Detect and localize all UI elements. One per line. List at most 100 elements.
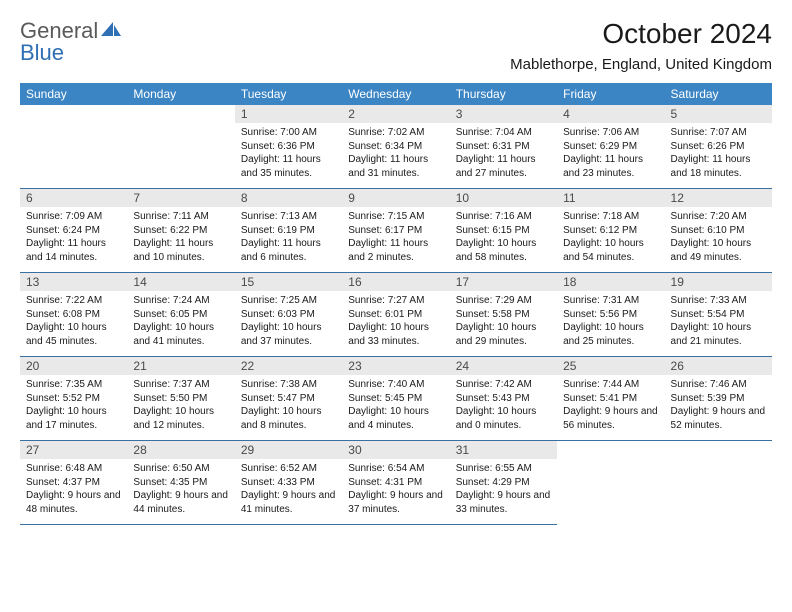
sunset-text: Sunset: 6:10 PM: [671, 224, 766, 238]
calendar-cell: 22Sunrise: 7:38 AMSunset: 5:47 PMDayligh…: [235, 357, 342, 441]
daylight-text: Daylight: 10 hours and 21 minutes.: [671, 321, 766, 348]
day-header: Monday: [127, 83, 234, 105]
day-number: 15: [235, 273, 342, 291]
daylight-text: Daylight: 10 hours and 54 minutes.: [563, 237, 658, 264]
daylight-text: Daylight: 10 hours and 29 minutes.: [456, 321, 551, 348]
day-info: Sunrise: 7:20 AMSunset: 6:10 PMDaylight:…: [665, 207, 772, 272]
day-info: Sunrise: 7:25 AMSunset: 6:03 PMDaylight:…: [235, 291, 342, 356]
month-title: October 2024: [510, 18, 772, 50]
day-info: Sunrise: 6:52 AMSunset: 4:33 PMDaylight:…: [235, 459, 342, 524]
daylight-text: Daylight: 11 hours and 10 minutes.: [133, 237, 228, 264]
daylight-text: Daylight: 10 hours and 37 minutes.: [241, 321, 336, 348]
day-info: Sunrise: 7:16 AMSunset: 6:15 PMDaylight:…: [450, 207, 557, 272]
sunrise-text: Sunrise: 7:24 AM: [133, 294, 228, 308]
calendar-cell: 3Sunrise: 7:04 AMSunset: 6:31 PMDaylight…: [450, 105, 557, 189]
calendar-cell: 29Sunrise: 6:52 AMSunset: 4:33 PMDayligh…: [235, 441, 342, 525]
sunset-text: Sunset: 6:34 PM: [348, 140, 443, 154]
day-info: Sunrise: 7:27 AMSunset: 6:01 PMDaylight:…: [342, 291, 449, 356]
sunrise-text: Sunrise: 7:16 AM: [456, 210, 551, 224]
calendar-cell: ....: [557, 441, 664, 525]
daylight-text: Daylight: 11 hours and 23 minutes.: [563, 153, 658, 180]
day-info: Sunrise: 6:48 AMSunset: 4:37 PMDaylight:…: [20, 459, 127, 524]
calendar-cell: 9Sunrise: 7:15 AMSunset: 6:17 PMDaylight…: [342, 189, 449, 273]
daylight-text: Daylight: 11 hours and 14 minutes.: [26, 237, 121, 264]
calendar-cell: 25Sunrise: 7:44 AMSunset: 5:41 PMDayligh…: [557, 357, 664, 441]
calendar-cell: 19Sunrise: 7:33 AMSunset: 5:54 PMDayligh…: [665, 273, 772, 357]
logo-sail-icon: [101, 22, 123, 38]
calendar-cell: 20Sunrise: 7:35 AMSunset: 5:52 PMDayligh…: [20, 357, 127, 441]
sunset-text: Sunset: 6:01 PM: [348, 308, 443, 322]
calendar-cell: 17Sunrise: 7:29 AMSunset: 5:58 PMDayligh…: [450, 273, 557, 357]
day-number: 1: [235, 105, 342, 123]
daylight-text: Daylight: 10 hours and 45 minutes.: [26, 321, 121, 348]
calendar-cell: 7Sunrise: 7:11 AMSunset: 6:22 PMDaylight…: [127, 189, 234, 273]
daylight-text: Daylight: 11 hours and 35 minutes.: [241, 153, 336, 180]
sunset-text: Sunset: 5:52 PM: [26, 392, 121, 406]
day-info: Sunrise: 7:40 AMSunset: 5:45 PMDaylight:…: [342, 375, 449, 440]
calendar-week: 6Sunrise: 7:09 AMSunset: 6:24 PMDaylight…: [20, 189, 772, 273]
day-number: 6: [20, 189, 127, 207]
day-number: 23: [342, 357, 449, 375]
day-header: Tuesday: [235, 83, 342, 105]
day-number: 11: [557, 189, 664, 207]
day-number: 13: [20, 273, 127, 291]
day-info: Sunrise: 7:07 AMSunset: 6:26 PMDaylight:…: [665, 123, 772, 188]
sunset-text: Sunset: 6:36 PM: [241, 140, 336, 154]
calendar-cell: 12Sunrise: 7:20 AMSunset: 6:10 PMDayligh…: [665, 189, 772, 273]
sunset-text: Sunset: 4:31 PM: [348, 476, 443, 490]
calendar-week: 13Sunrise: 7:22 AMSunset: 6:08 PMDayligh…: [20, 273, 772, 357]
daylight-text: Daylight: 9 hours and 41 minutes.: [241, 489, 336, 516]
sunset-text: Sunset: 6:29 PM: [563, 140, 658, 154]
daylight-text: Daylight: 9 hours and 33 minutes.: [456, 489, 551, 516]
daylight-text: Daylight: 10 hours and 25 minutes.: [563, 321, 658, 348]
day-number: 20: [20, 357, 127, 375]
sunset-text: Sunset: 5:54 PM: [671, 308, 766, 322]
sunset-text: Sunset: 6:19 PM: [241, 224, 336, 238]
sunrise-text: Sunrise: 7:25 AM: [241, 294, 336, 308]
sunrise-text: Sunrise: 7:04 AM: [456, 126, 551, 140]
calendar-cell: 21Sunrise: 7:37 AMSunset: 5:50 PMDayligh…: [127, 357, 234, 441]
calendar-cell: 27Sunrise: 6:48 AMSunset: 4:37 PMDayligh…: [20, 441, 127, 525]
daylight-text: Daylight: 10 hours and 4 minutes.: [348, 405, 443, 432]
daylight-text: Daylight: 11 hours and 2 minutes.: [348, 237, 443, 264]
day-info: Sunrise: 7:31 AMSunset: 5:56 PMDaylight:…: [557, 291, 664, 356]
calendar-cell: 30Sunrise: 6:54 AMSunset: 4:31 PMDayligh…: [342, 441, 449, 525]
day-number: 8: [235, 189, 342, 207]
day-info: Sunrise: 7:00 AMSunset: 6:36 PMDaylight:…: [235, 123, 342, 188]
day-number: 7: [127, 189, 234, 207]
daylight-text: Daylight: 11 hours and 27 minutes.: [456, 153, 551, 180]
daylight-text: Daylight: 9 hours and 52 minutes.: [671, 405, 766, 432]
day-header: Friday: [557, 83, 664, 105]
day-number: 24: [450, 357, 557, 375]
daylight-text: Daylight: 10 hours and 17 minutes.: [26, 405, 121, 432]
day-number: 9: [342, 189, 449, 207]
sunrise-text: Sunrise: 7:13 AM: [241, 210, 336, 224]
logo-text: General Blue: [20, 20, 98, 64]
calendar-cell: 14Sunrise: 7:24 AMSunset: 6:05 PMDayligh…: [127, 273, 234, 357]
day-info: Sunrise: 7:02 AMSunset: 6:34 PMDaylight:…: [342, 123, 449, 188]
day-info: Sunrise: 6:55 AMSunset: 4:29 PMDaylight:…: [450, 459, 557, 524]
daylight-text: Daylight: 10 hours and 12 minutes.: [133, 405, 228, 432]
calendar-cell: ....: [20, 105, 127, 189]
day-number: 10: [450, 189, 557, 207]
sunrise-text: Sunrise: 7:07 AM: [671, 126, 766, 140]
sunset-text: Sunset: 6:31 PM: [456, 140, 551, 154]
day-number: 26: [665, 357, 772, 375]
sunrise-text: Sunrise: 7:22 AM: [26, 294, 121, 308]
sunset-text: Sunset: 5:56 PM: [563, 308, 658, 322]
calendar-cell: 15Sunrise: 7:25 AMSunset: 6:03 PMDayligh…: [235, 273, 342, 357]
calendar-cell: 8Sunrise: 7:13 AMSunset: 6:19 PMDaylight…: [235, 189, 342, 273]
day-info: Sunrise: 7:15 AMSunset: 6:17 PMDaylight:…: [342, 207, 449, 272]
logo-part2: Blue: [20, 40, 64, 65]
sunrise-text: Sunrise: 7:11 AM: [133, 210, 228, 224]
day-info: Sunrise: 7:33 AMSunset: 5:54 PMDaylight:…: [665, 291, 772, 356]
sunset-text: Sunset: 4:33 PM: [241, 476, 336, 490]
title-block: October 2024 Mablethorpe, England, Unite…: [510, 18, 772, 73]
day-number: 29: [235, 441, 342, 459]
sunset-text: Sunset: 4:35 PM: [133, 476, 228, 490]
day-number: 25: [557, 357, 664, 375]
sunset-text: Sunset: 5:47 PM: [241, 392, 336, 406]
sunset-text: Sunset: 6:03 PM: [241, 308, 336, 322]
calendar-week: 27Sunrise: 6:48 AMSunset: 4:37 PMDayligh…: [20, 441, 772, 525]
day-number: 4: [557, 105, 664, 123]
